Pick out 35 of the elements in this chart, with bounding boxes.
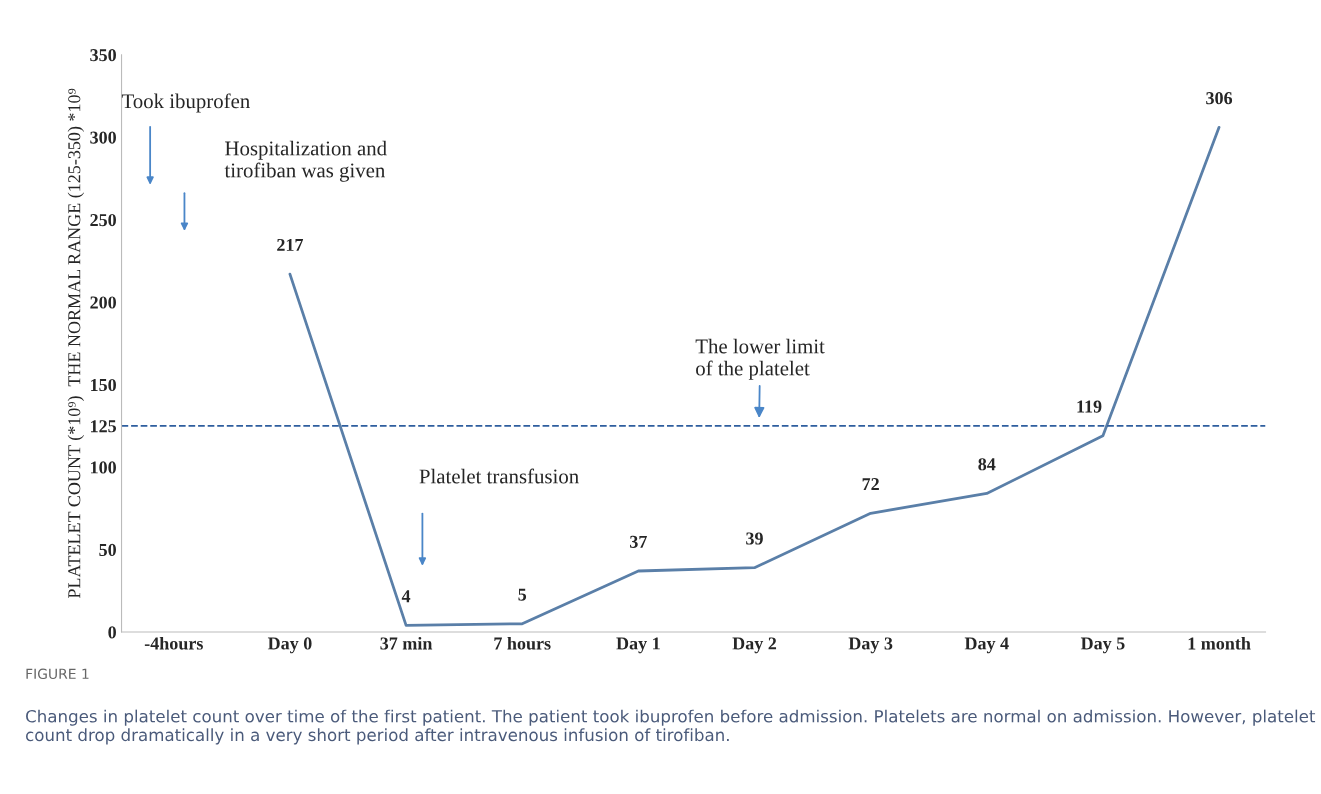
x-tick-label: Day 0 xyxy=(267,637,312,654)
data-label: 39 xyxy=(746,532,763,545)
x-tick-label: 7 hours xyxy=(494,636,551,650)
text: Changes in platelet count over time of the first patient. The patient took ibuprofen before admission. Platelets are normal on admission. However, platelet count drop dramatically in a very short period after intravenous infusion of tirofiban. xyxy=(26,709,1316,745)
data-label: 217 xyxy=(277,238,304,251)
data-label: 306 xyxy=(1206,92,1233,105)
annotation: Platelet transfusion xyxy=(419,468,579,484)
x-tick-label: Day 2 xyxy=(732,637,777,654)
annotation: Took ibuprofen xyxy=(121,93,250,113)
annotation: Hospitalization and tirofiban was given xyxy=(224,140,387,182)
x-tick-label: Day 5 xyxy=(1080,637,1125,654)
x-tick-label: -4hours xyxy=(144,636,203,650)
y-tick-label: 250 xyxy=(90,213,116,227)
x-tick-label: Day 1 xyxy=(616,637,660,654)
x-tick-label: 37 min xyxy=(380,636,433,650)
data-label: 37 xyxy=(630,535,647,548)
y-tick-label: 150 xyxy=(91,378,116,392)
ref-line-label: The lower limit of the platelet xyxy=(695,338,825,380)
y-tick-label: 300 xyxy=(90,131,116,144)
y-tick-label: 200 xyxy=(90,296,116,309)
y-axis-title: PLATELET COUNT (*10⁹) THE NORMAL RANGE (125-350) *10⁹ xyxy=(67,88,85,599)
data-label: 72 xyxy=(862,478,879,490)
caption: FIGURE 1 xyxy=(26,668,89,680)
data-label: 4 xyxy=(401,590,411,603)
y-tick-label: 350 xyxy=(90,49,116,62)
x-tick-label: 1 month xyxy=(1188,636,1251,650)
y-tick-label: 100 xyxy=(91,461,116,474)
data-label: 84 xyxy=(978,458,996,471)
x-tick-label: Day 3 xyxy=(848,637,893,654)
data-label: 5 xyxy=(518,588,527,601)
y-tick-label: 125 xyxy=(91,420,117,433)
y-tick-label: 50 xyxy=(99,543,116,556)
y-tick-label: 0 xyxy=(108,626,116,639)
data-label: 119 xyxy=(1077,400,1102,413)
x-tick-label: Day 4 xyxy=(964,637,1009,654)
